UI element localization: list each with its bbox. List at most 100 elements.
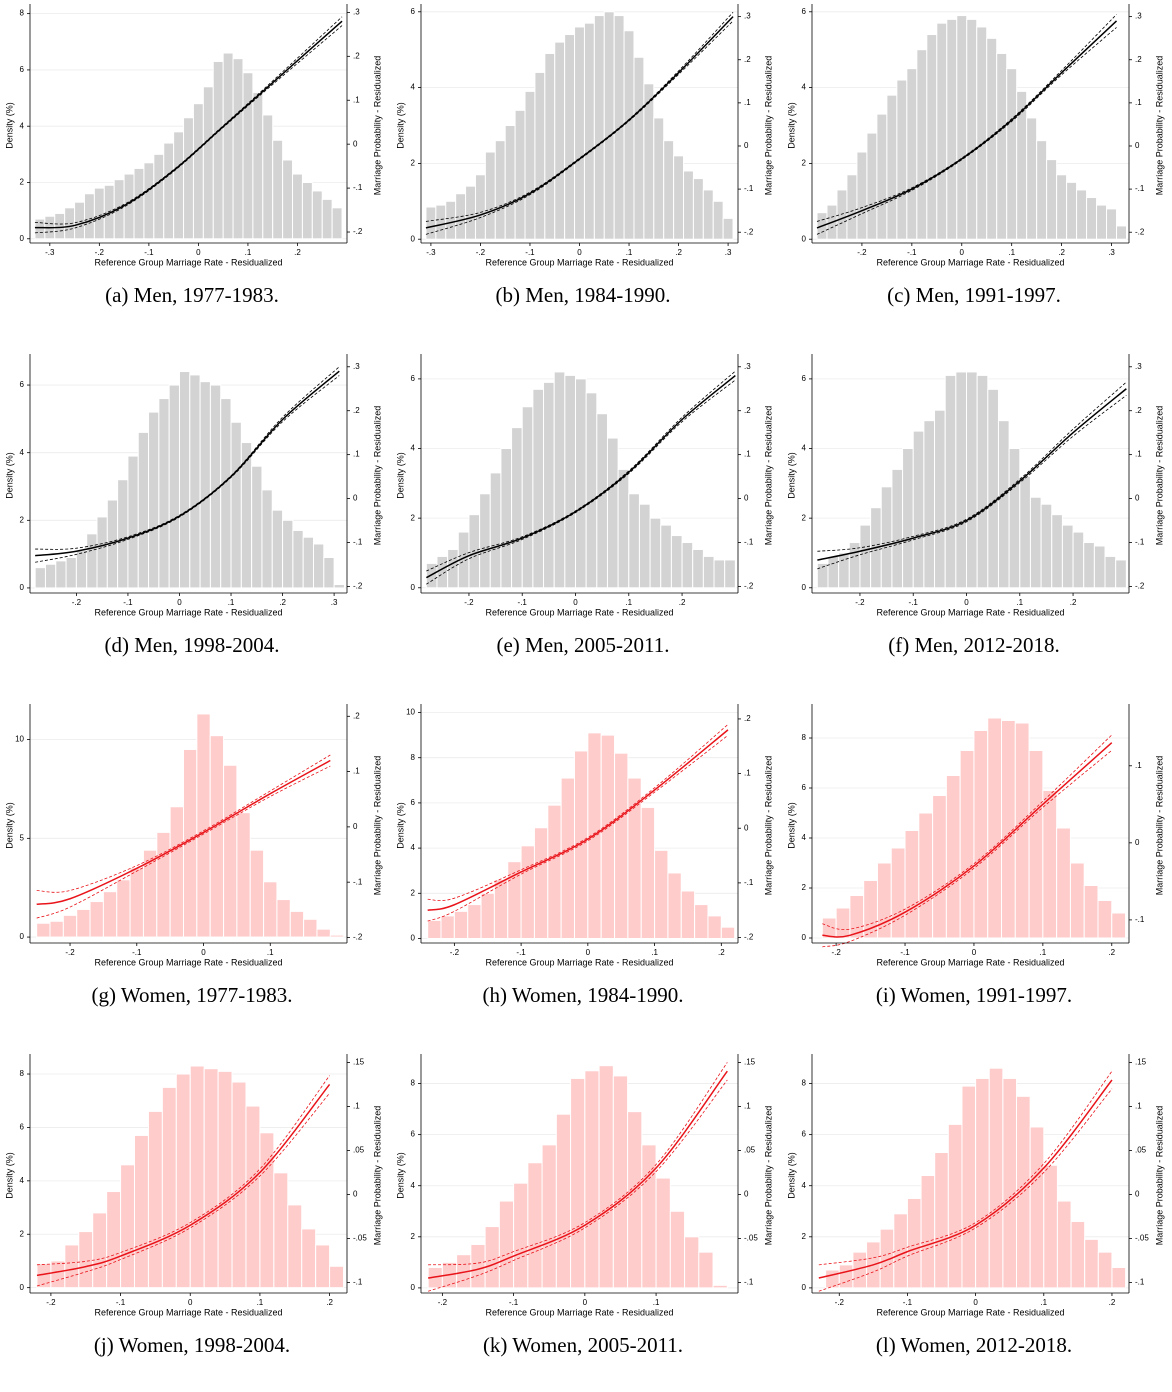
bar — [932, 795, 947, 939]
y-tick-label: 2 — [411, 159, 416, 168]
bar — [524, 90, 536, 240]
bar — [560, 777, 575, 939]
bar — [168, 384, 180, 589]
bar — [694, 904, 709, 939]
y-tick-label: 4 — [411, 83, 416, 92]
bar — [660, 524, 672, 589]
x-tick-label: .3 — [725, 248, 732, 257]
y2-tick-label: .1 — [1135, 450, 1142, 459]
ci-line — [818, 1070, 1113, 1266]
ci-line — [426, 379, 736, 585]
y2-tick-label: .3 — [1135, 12, 1142, 21]
ci-line — [36, 765, 331, 919]
bar — [465, 185, 476, 240]
bar — [906, 68, 918, 240]
y-axis-label: Density (%) — [4, 802, 14, 849]
y2-tick-label: .2 — [744, 406, 751, 415]
x-tick-label: 0 — [972, 948, 977, 957]
bar — [273, 1172, 289, 1289]
bar — [302, 536, 314, 589]
bar — [445, 200, 457, 240]
bar — [34, 567, 46, 589]
x-tick-label: 0 — [973, 1298, 978, 1307]
x-tick-label: -.3 — [426, 248, 436, 257]
y-axis-label: Density (%) — [786, 102, 796, 149]
x-axis-label: Reference Group Marriage Rate - Residual… — [94, 957, 282, 967]
bar — [570, 1077, 586, 1289]
y2-tick-label: -.1 — [744, 184, 754, 193]
y2-tick-label: 0 — [1135, 494, 1140, 503]
bar — [175, 1073, 191, 1289]
ci-line — [428, 1079, 728, 1292]
bar — [1111, 912, 1127, 939]
bar — [555, 1113, 572, 1289]
x-tick-label: 0 — [586, 948, 591, 957]
y2-tick-label: 0 — [744, 141, 749, 150]
bar — [1056, 827, 1071, 939]
x-tick-label: 0 — [583, 1298, 588, 1307]
ci-line — [817, 395, 1127, 570]
bar — [547, 804, 562, 939]
bar — [838, 1264, 854, 1289]
bar — [936, 22, 948, 240]
bar — [947, 1123, 963, 1289]
y2-tick-label: .3 — [1135, 362, 1142, 371]
bar — [663, 140, 675, 240]
bar — [312, 543, 325, 589]
bar — [1066, 181, 1078, 240]
bar — [440, 915, 455, 939]
x-tick-label: .2 — [1109, 1298, 1116, 1307]
y2-tick-label: .1 — [353, 450, 360, 459]
ci-line — [36, 1092, 330, 1287]
bar — [189, 374, 201, 589]
caption: (e) Men, 2005-2011. — [496, 633, 669, 657]
bar — [120, 1164, 136, 1289]
bar — [1028, 750, 1044, 939]
y-tick-label: 6 — [802, 374, 807, 383]
bar — [220, 398, 232, 589]
x-tick-label: -.1 — [525, 248, 535, 257]
bar — [436, 555, 449, 589]
y-tick-label: 4 — [802, 833, 807, 842]
bar — [856, 151, 868, 240]
y-tick-label: 4 — [802, 1181, 807, 1190]
bar — [904, 830, 920, 939]
bar — [425, 206, 437, 240]
y-axis-label: Density (%) — [4, 452, 14, 499]
bar — [259, 1132, 275, 1289]
bar — [835, 907, 851, 939]
bar — [263, 881, 278, 938]
x-tick-label: -.2 — [831, 948, 841, 957]
y2-tick-label: .2 — [353, 406, 360, 415]
x-tick-label: .1 — [1040, 948, 1047, 957]
bar — [116, 879, 131, 938]
ci-line — [817, 381, 1127, 552]
y2-tick-label: 0 — [1135, 838, 1140, 847]
bar — [825, 1269, 840, 1289]
bar — [453, 910, 469, 939]
bar — [252, 91, 264, 240]
bar — [271, 509, 284, 589]
y2-tick-label: .1 — [744, 450, 751, 459]
bar — [649, 517, 662, 589]
caption: (j) Women, 1998-2004. — [94, 1333, 290, 1357]
x-tick-label: 0 — [964, 598, 969, 607]
y-tick-label: 2 — [802, 159, 807, 168]
bar — [544, 52, 556, 240]
y-tick-label: 4 — [802, 83, 807, 92]
bar — [655, 1177, 671, 1289]
y2-tick-label: 0 — [353, 494, 358, 503]
bar — [961, 1085, 977, 1289]
bar — [698, 1251, 714, 1289]
bar — [712, 200, 724, 240]
bar — [93, 187, 105, 240]
bar — [447, 548, 459, 589]
bar — [222, 52, 234, 240]
bar — [178, 371, 191, 589]
bar — [232, 58, 244, 240]
bar — [78, 1231, 94, 1289]
x-tick-label: -.2 — [438, 1298, 448, 1307]
y-tick-label: 6 — [411, 7, 416, 16]
bar — [470, 1243, 486, 1289]
